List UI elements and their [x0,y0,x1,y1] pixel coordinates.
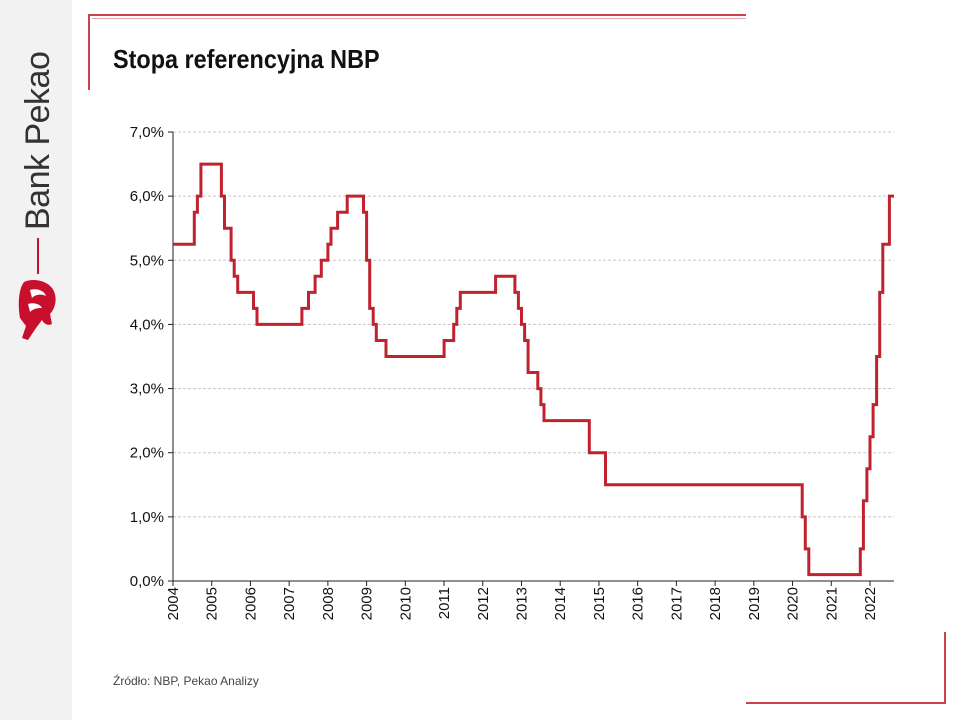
series-line [173,162,894,577]
bison-logo-icon [18,280,56,340]
brand-separator [37,238,39,274]
x-tick-label: 2013 [513,587,530,620]
x-tick-label: 2019 [746,587,763,620]
x-tick-label: 2007 [281,587,298,620]
y-tick-labels: 0,0% 1,0% 2,0% 3,0% 4,0% 5,0% 6,0% 7,0% [130,124,164,590]
source-note: Źródło: NBP, Pekao Analizy [113,674,259,688]
x-tick-label: 2018 [707,587,724,620]
brand-mark: Bank Pekao [18,30,58,340]
x-tick-label: 2010 [397,587,414,620]
x-tick-label: 2016 [630,587,647,620]
x-tick-label: 2014 [552,587,569,620]
y-tick-label: 3,0% [130,381,164,398]
x-tick-label: 2006 [242,587,259,620]
x-tick-label: 2012 [475,587,492,620]
x-tick-label: 2009 [359,587,376,620]
x-tick-label: 2011 [436,587,453,619]
frame-top-shadow [92,18,746,19]
x-tick-label: 2004 [165,587,182,620]
series-layer [173,162,894,577]
y-tick-label: 5,0% [130,252,164,269]
y-tick-label: 0,0% [130,573,164,590]
y-tick-label: 2,0% [130,445,164,462]
axes [168,131,894,586]
x-tick-label: 2017 [668,587,685,620]
y-tick-label: 7,0% [130,124,164,141]
y-tick-label: 6,0% [130,188,164,205]
x-tick-label: 2008 [320,587,337,620]
frame-top-corner [88,14,746,90]
y-tick-label: 4,0% [130,316,164,333]
frame-bottom-corner [746,632,946,704]
grid-lines [173,131,894,518]
brand-sidebar: Bank Pekao [0,0,72,720]
x-tick-label: 2015 [591,587,608,620]
x-tick-label: 2022 [862,587,879,620]
y-tick-label: 1,0% [130,509,164,526]
x-tick-label: 2020 [785,587,802,620]
x-tick-label: 2021 [823,587,840,620]
chart-title: Stopa referencyjna NBP [113,44,380,74]
x-tick-label: 2005 [204,587,221,620]
x-tick-labels: 2004 2005 2006 2007 2008 2009 2010 2011 2012 2013… [165,587,879,620]
